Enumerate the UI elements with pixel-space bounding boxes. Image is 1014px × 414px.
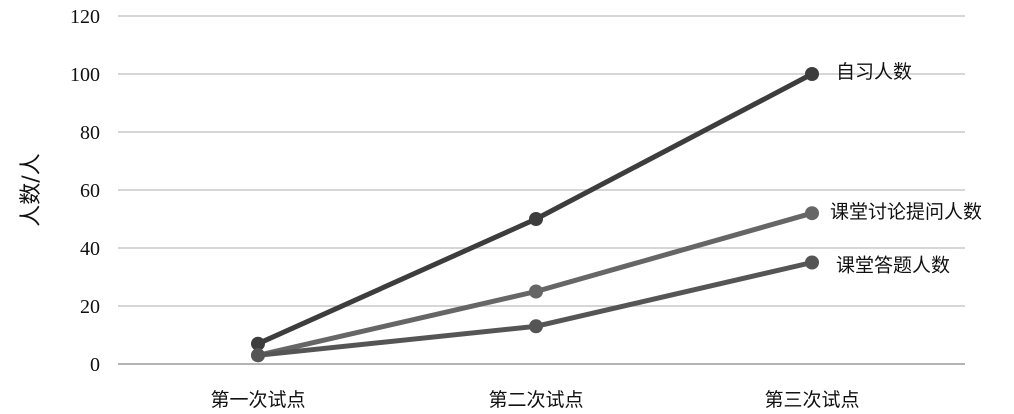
series-line: [255, 71, 815, 347]
y-axis-label: 人数/人: [19, 153, 44, 226]
series-label: 自习人数: [836, 61, 912, 83]
data-point: [529, 284, 543, 299]
y-tick-labels: 0 20 40 60 80 100 120: [70, 6, 100, 376]
y-tick-label: 120: [70, 6, 100, 28]
y-tick-label: 100: [70, 64, 100, 86]
y-tick-label: 0: [90, 354, 100, 376]
y-tick-label: 80: [80, 122, 100, 144]
data-point: [251, 336, 265, 351]
y-tick-label: 40: [80, 238, 100, 260]
data-point: [805, 206, 819, 221]
data-point: [529, 319, 543, 334]
data-point: [805, 67, 819, 81]
series-label: 课堂讨论提问人数: [830, 201, 982, 223]
x-category-labels: 第一次试点 第二次试点 第三次试点: [210, 389, 859, 411]
y-tick-label: 20: [80, 296, 100, 318]
data-point: [805, 255, 819, 270]
series-points: [251, 67, 819, 363]
x-category-label: 第一次试点: [210, 389, 305, 411]
grid-lines: [118, 15, 965, 365]
y-tick-label: 60: [80, 180, 100, 202]
data-point: [529, 212, 543, 226]
series-label: 课堂答题人数: [836, 255, 950, 277]
x-category-label: 第三次试点: [764, 389, 859, 411]
data-point: [251, 348, 265, 363]
x-category-label: 第二次试点: [488, 389, 583, 411]
